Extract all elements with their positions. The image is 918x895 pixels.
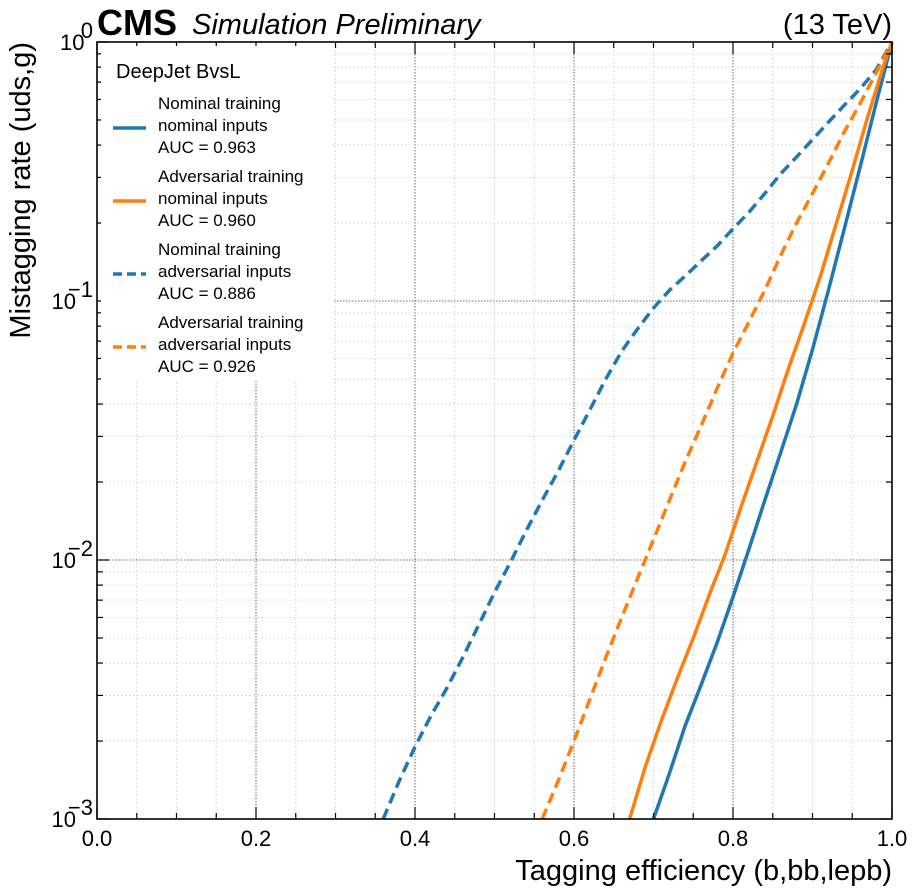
simulation-status-label: Simulation Preliminary [192,9,482,41]
y-tick-label: 010 [60,18,93,55]
legend-text-line: adversarial inputs [158,262,291,281]
y-tick-label: −110 [52,277,93,314]
legend-entry-1: Nominal training nominal inputs AUC = 0.96… [113,94,281,157]
series-line-2 [627,41,894,820]
series-line-3 [381,41,894,820]
legend-text-line: AUC = 0.963 [158,138,256,157]
x-tick-labels: 0.0 0.2 0.4 0.6 0.8 1.0 [82,826,908,851]
legend-text-line: AUC = 0.926 [158,357,256,376]
legend-entry-2: Adversarial training nominal inputs AUC = … [113,167,304,230]
legend-text-line: Nominal training [158,240,281,259]
x-tick-label: 0.0 [82,826,113,851]
legend-entry-3: Nominal training adversarial inputs AUC = … [113,240,291,303]
legend-entry-4: Adversarial training adversarial inputs AU… [113,313,304,376]
y-tick-base: 10 [52,807,76,832]
y-tick-label: −210 [52,536,93,573]
x-tick-label: 0.8 [718,826,749,851]
legend-entries: Nominal training nominal inputs AUC = 0.96… [113,94,304,376]
y-tick-exponent: −3 [68,795,93,820]
legend-text-line: nominal inputs [158,189,268,208]
y-tick-exponent: −2 [68,536,93,561]
legend-text-line: Nominal training [158,94,281,113]
x-tick-label: 1.0 [877,826,908,851]
x-tick-label: 0.4 [400,826,431,851]
cms-label: CMS [97,2,177,43]
legend-text-line: AUC = 0.886 [158,284,256,303]
y-tick-base: 10 [52,548,76,573]
legend-title: DeepJet BvsL [116,61,241,83]
series-line-4 [540,41,894,820]
legend-text-line: adversarial inputs [158,335,291,354]
x-axis-label: Tagging efficiency (b,bb,lepb) [515,855,892,887]
curves [381,41,894,820]
legend-text-line: Adversarial training [158,313,304,332]
series-line-1 [651,41,894,820]
y-tick-exponent: −1 [68,277,93,302]
y-tick-base: 10 [60,30,84,55]
x-tick-label: 0.6 [559,826,590,851]
y-tick-label: −310 [52,795,93,832]
legend: DeepJet BvsL Nominal training nominal inp… [101,46,333,380]
x-tick-label: 0.2 [241,826,272,851]
legend-text-line: Adversarial training [158,167,304,186]
y-tick-exponent: 0 [81,18,93,43]
y-tick-base: 10 [52,289,76,314]
legend-text-line: nominal inputs [158,116,268,135]
y-axis-label: Mistagging rate (uds,g) [5,42,37,339]
energy-label: (13 TeV) [783,9,892,41]
legend-text-line: AUC = 0.960 [158,211,256,230]
legend-background [101,46,333,380]
axis-ticks [96,41,893,820]
